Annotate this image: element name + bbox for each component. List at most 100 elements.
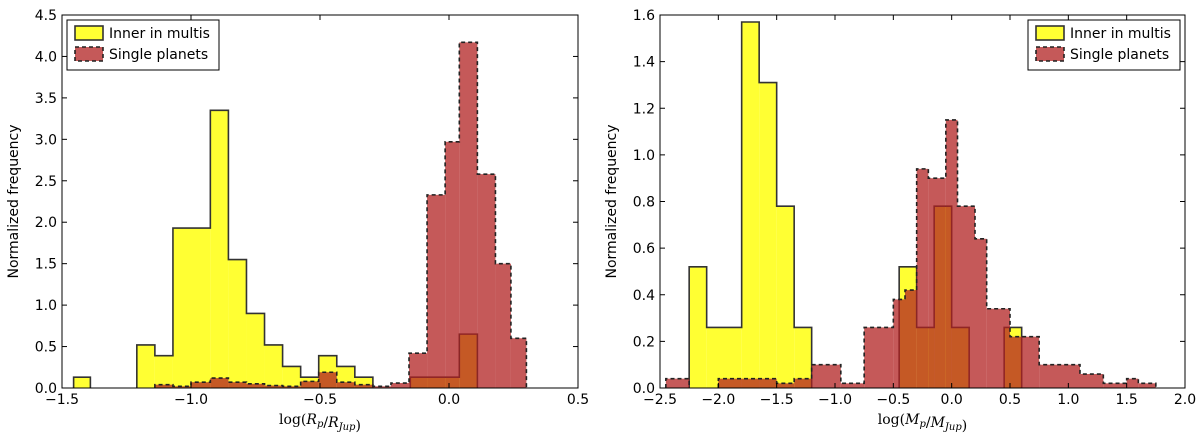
histogram-bar <box>459 42 478 388</box>
y-tick-label: 0.0 <box>633 381 655 397</box>
histogram-bar <box>336 382 355 388</box>
x-axis-label-part: log( <box>878 412 905 428</box>
histogram-bar <box>864 327 894 388</box>
y-tick-label: 1.4 <box>633 55 655 71</box>
histogram-bar <box>228 382 247 388</box>
histogram-bar <box>282 366 301 388</box>
x-tick-label: −2.5 <box>643 392 677 408</box>
y-tick-label: 1.2 <box>633 101 655 117</box>
x-tick-label: 0.5 <box>999 392 1021 408</box>
legend-label: Inner in multis <box>109 26 210 42</box>
histogram-bar <box>741 21 760 389</box>
y-tick-label: 0.0 <box>35 381 57 397</box>
legend-label: Single planets <box>109 47 208 63</box>
histogram-bar <box>759 82 777 388</box>
x-axis-label-part: ) <box>962 418 967 433</box>
histogram-bar <box>210 110 229 389</box>
y-tick-label: 0.2 <box>633 334 655 350</box>
histogram-bar <box>689 266 707 388</box>
histogram-outline <box>154 41 528 388</box>
histogram-bar <box>390 383 410 388</box>
radius-histogram-panel: −1.5 −1.0 −0.5 0.0 0.5 0.0 0.5 1.0 1.5 2.0 2.5 3.0 3… <box>6 8 589 433</box>
histogram-bar <box>986 308 1010 388</box>
x-tick-label: −1.0 <box>174 392 208 408</box>
y-tick-label: 4.5 <box>35 8 57 24</box>
x-axis-label-part: M <box>930 415 946 431</box>
y-axis-label: Normalized frequency <box>6 124 22 278</box>
x-tick-label: 1.0 <box>1057 392 1079 408</box>
histogram-bar <box>945 119 958 388</box>
legend-swatch <box>74 25 104 41</box>
histogram-bar <box>776 383 795 388</box>
x-tick-label: −0.5 <box>303 392 337 408</box>
x-axis-label-part: / <box>323 415 328 431</box>
histogram-bar <box>1010 336 1040 388</box>
histogram-bar <box>372 386 391 388</box>
histogram-bar <box>264 344 283 388</box>
histogram-bar <box>264 385 283 388</box>
histogram-bar <box>495 263 511 388</box>
series-single-planets <box>665 119 1157 388</box>
histogram-bar <box>409 353 428 388</box>
histogram-bar <box>445 141 460 388</box>
histogram-bar <box>776 206 795 388</box>
legend: Inner in multis Single planets <box>1027 19 1181 71</box>
y-tick-label: 0.5 <box>35 340 57 356</box>
histogram-bar <box>893 299 905 388</box>
histogram-bar <box>957 206 975 388</box>
histogram-bar <box>811 364 841 388</box>
histogram-bar <box>840 383 865 388</box>
x-axis-label-part: Jup <box>943 422 962 433</box>
histogram-bar <box>477 174 496 388</box>
legend-swatch <box>74 46 104 62</box>
histogram-bar <box>73 377 91 388</box>
x-tick-label: −0.5 <box>876 392 910 408</box>
histogram-bar <box>718 378 777 388</box>
histogram-bar <box>1039 364 1080 388</box>
histogram-bar <box>228 259 247 388</box>
histogram-bar <box>794 327 812 388</box>
y-tick-label: 1.0 <box>35 298 57 314</box>
y-tick-label: 2.5 <box>35 174 57 190</box>
x-tick-label: −1.0 <box>818 392 852 408</box>
y-tick-label: 3.5 <box>35 91 57 107</box>
x-axis-label-part: log( <box>279 412 306 428</box>
histogram-bar <box>794 378 812 388</box>
x-axis-label-part: p <box>317 419 324 430</box>
y-tick-label: 1.0 <box>633 148 655 164</box>
histogram-bar <box>905 290 917 388</box>
legend-label: Inner in multis <box>1070 26 1171 42</box>
histogram-bar <box>246 383 265 388</box>
x-axis-label: log(Mp/MJup) <box>878 412 967 433</box>
y-tick-label: 3.0 <box>35 132 57 148</box>
x-axis-label-part: R <box>327 415 339 431</box>
x-axis-label-part: ) <box>355 418 360 433</box>
histogram-bar <box>246 313 265 388</box>
mass-histogram-panel: −2.5 −2.0 −1.5 −1.0 −0.5 0.0 0.5 1.0 1.5 2.0 0.0 0.… <box>604 8 1196 433</box>
histogram-bar <box>282 386 301 388</box>
x-axis-label: log(Rp/RJup) <box>279 412 361 433</box>
x-tick-label: 1.5 <box>1116 392 1138 408</box>
series-single-planets <box>154 41 528 388</box>
histogram-bar <box>172 228 211 388</box>
y-tick-label: 0.8 <box>633 195 655 211</box>
y-tick-label: 1.6 <box>633 8 655 24</box>
histogram-bar <box>510 338 527 388</box>
histogram-bar <box>210 378 229 388</box>
x-axis-label-part: p <box>919 419 926 430</box>
x-tick-label: 0.5 <box>567 392 589 408</box>
histogram-bar <box>975 238 987 388</box>
x-axis-label-part: M <box>904 412 920 428</box>
y-axis-label: Normalized frequency <box>604 124 620 278</box>
legend: Inner in multis Single planets <box>66 19 220 71</box>
x-tick-label: −1.5 <box>760 392 794 408</box>
y-tick-label: 0.4 <box>633 288 655 304</box>
histogram-bar <box>354 384 373 388</box>
x-tick-label: 0.0 <box>438 392 460 408</box>
histogram-bar <box>1126 378 1139 388</box>
histogram-bar <box>172 386 191 388</box>
histogram-bar <box>1103 383 1127 388</box>
x-axis-label-part: R <box>305 412 317 428</box>
x-tick-label: 2.0 <box>1174 392 1196 408</box>
histogram-bar <box>300 381 319 388</box>
